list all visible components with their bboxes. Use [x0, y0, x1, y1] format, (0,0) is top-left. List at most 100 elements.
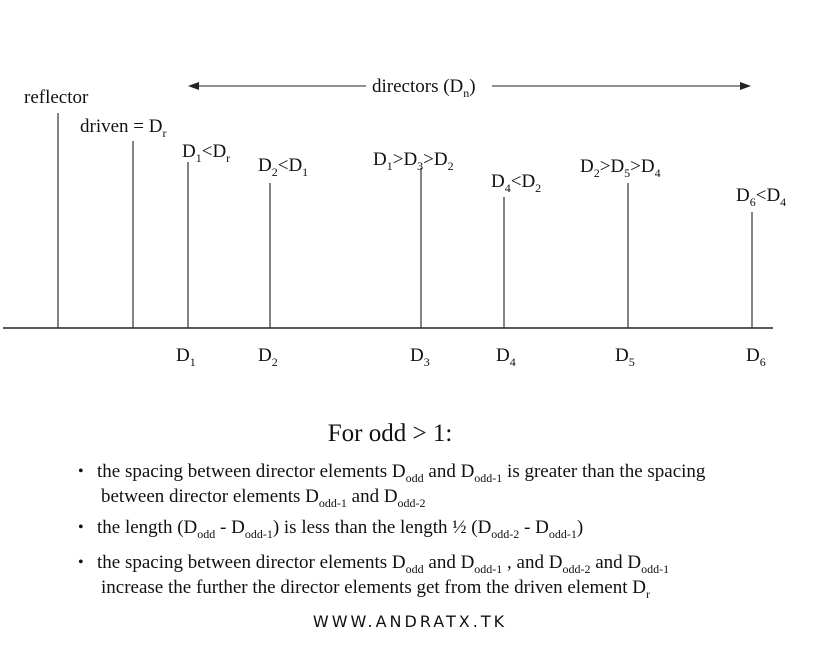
subscript-text: r [162, 126, 167, 140]
relation-label-d4: D4<D2 [491, 172, 541, 194]
text-segment: D [580, 156, 594, 177]
text-segment: reflector [24, 87, 89, 108]
directors-label: directors (Dn) [372, 77, 476, 99]
text-segment: ) [469, 76, 476, 97]
text-segment: D [615, 345, 629, 366]
text-segment: D [258, 345, 272, 366]
element-name-d6: D6 [746, 346, 766, 368]
text-segment: - D [215, 517, 245, 538]
text-segment: D [373, 149, 387, 170]
text-segment: D [736, 185, 750, 206]
relation-label-d6: D6<D4 [736, 186, 786, 208]
text-segment: <D [510, 171, 536, 192]
subscript-text: 6 [759, 355, 766, 369]
subscript-text: 2 [271, 165, 278, 179]
bullet-icon: • [78, 554, 84, 571]
bullet-icon: • [78, 463, 84, 480]
subscript-text: 4 [509, 355, 516, 369]
text-segment: <D [277, 155, 303, 176]
text-segment: , and D [502, 552, 563, 573]
subscript-text: odd-1 [318, 496, 347, 510]
text-segment: and D [423, 461, 475, 482]
text-segment: D [746, 345, 760, 366]
subscript-text: r [645, 587, 650, 601]
reflector-label: reflector [24, 88, 88, 107]
subscript-text: odd-1 [474, 471, 503, 485]
subscript-text: 4 [780, 195, 787, 209]
element-name-d5: D5 [615, 346, 635, 368]
subscript-text: odd [405, 471, 424, 485]
element-name-d1: D1 [176, 346, 196, 368]
subscript-text: 2 [271, 355, 278, 369]
subscript-text: 1 [195, 151, 202, 165]
element-name-d3: D3 [410, 346, 430, 368]
text-segment: >D [630, 156, 655, 177]
text-segment: D [258, 155, 272, 176]
subscript-text: 2 [535, 181, 542, 195]
text-segment: and D [346, 486, 398, 507]
subscript-text: odd-1 [641, 562, 670, 576]
relation-label-d3: D1>D3>D2 [373, 150, 454, 172]
text-segment: driven = D [80, 116, 163, 137]
bullet-1-line-1: the spacing between director elements Do… [97, 461, 705, 486]
subscript-text: odd-2 [491, 527, 520, 541]
text-segment: is greater than the spacing [502, 461, 706, 482]
text-segment: increase the further the director elemen… [101, 577, 646, 598]
text-segment: D [182, 141, 196, 162]
arrow-head-right-icon [740, 82, 751, 90]
text-segment: between director elements D [101, 486, 319, 507]
relation-label-d1: D1<Dr [182, 142, 230, 164]
text-segment: ) is less than the length ½ (D [272, 517, 492, 538]
text-segment: the length (D [97, 517, 198, 538]
subscript-text: 3 [423, 355, 430, 369]
text-segment: ) [576, 517, 584, 538]
subscript-text: odd-1 [548, 527, 577, 541]
text-segment: the spacing between director elements D [97, 552, 406, 573]
text-segment: D [496, 345, 510, 366]
text-segment: <D [755, 185, 781, 206]
element-name-d2: D2 [258, 346, 278, 368]
notes-title: For odd > 1: [0, 420, 780, 448]
subscript-text: odd-1 [244, 527, 273, 541]
text-segment: >D [392, 149, 418, 170]
subscript-text: 1 [302, 165, 309, 179]
subscript-text: odd [197, 527, 216, 541]
text-segment: >D [423, 149, 448, 170]
text-segment: D [491, 171, 505, 192]
text-segment: <D [201, 141, 227, 162]
subscript-text: 4 [654, 166, 661, 180]
subscript-text: odd [405, 562, 424, 576]
arrow-head-left-icon [188, 82, 199, 90]
subscript-text: 3 [417, 159, 424, 173]
subscript-text: n [463, 86, 470, 100]
subscript-text: odd-1 [474, 562, 503, 576]
text-segment: >D [599, 156, 625, 177]
relation-label-d5: D2>D5>D4 [580, 157, 661, 179]
subscript-text: 5 [624, 166, 631, 180]
bullet-2-line-1: the length (Dodd - Dodd-1) is less than … [97, 517, 583, 542]
text-segment: the spacing between director elements D [97, 461, 406, 482]
subscript-text: 5 [628, 355, 635, 369]
text-segment: For odd > 1: [327, 420, 453, 447]
subscript-text: odd-2 [397, 496, 426, 510]
subscript-text: 1 [189, 355, 196, 369]
driven-label: driven = Dr [80, 117, 166, 139]
text-segment: - D [519, 517, 549, 538]
subscript-text: r [226, 151, 231, 165]
element-name-d4: D4 [496, 346, 516, 368]
subscript-text: 1 [386, 159, 393, 173]
subscript-text: odd-2 [562, 562, 591, 576]
text-segment: D [176, 345, 190, 366]
subscript-text: 6 [749, 195, 756, 209]
bullet-3-line-1: the spacing between director elements Do… [97, 552, 669, 577]
subscript-text: 2 [593, 166, 600, 180]
subscript-text: 2 [447, 159, 454, 173]
text-segment: and D [590, 552, 642, 573]
text-segment: and D [423, 552, 475, 573]
footer-website: WWW.ANDRATX.TK [312, 612, 508, 631]
bullet-icon: • [78, 519, 84, 536]
text-segment: D [410, 345, 424, 366]
bullet-3-line-2: increase the further the director elemen… [101, 577, 650, 602]
subscript-text: 4 [504, 181, 511, 195]
